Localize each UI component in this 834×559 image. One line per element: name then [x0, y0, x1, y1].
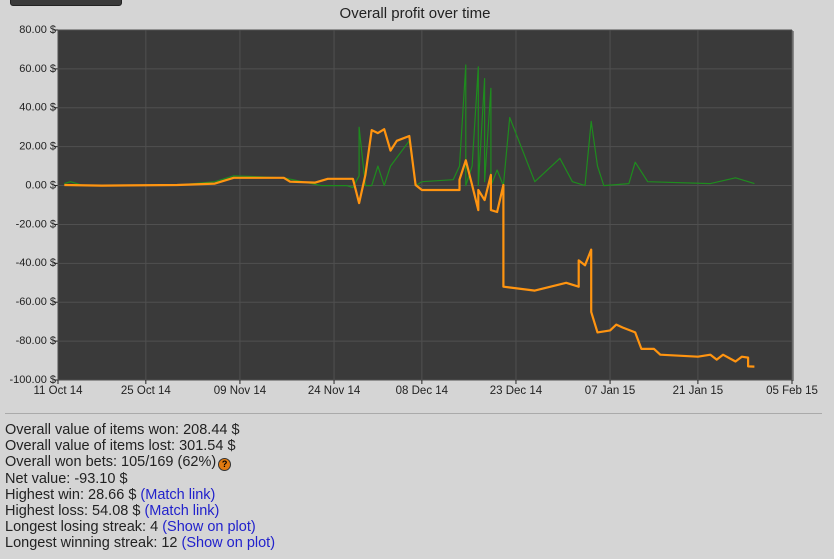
x-tick-label: 08 Dec 14 [396, 385, 449, 397]
series-line [64, 128, 755, 368]
stat-text: Net value: -93.10 $ [5, 471, 128, 487]
stat-row: Overall value of items won: 208.44 $ [5, 422, 275, 438]
stat-text: Longest losing streak: 4 [5, 519, 159, 535]
series-line [64, 64, 755, 189]
stat-text: Longest winning streak: 12 [5, 535, 178, 551]
y-tick-label: 0.00 $ [25, 179, 56, 191]
separator [5, 413, 822, 414]
stat-row: Highest loss: 54.08 $ (Match link) [5, 503, 275, 519]
x-tick-label: 23 Dec 14 [490, 385, 543, 397]
stat-row: Longest winning streak: 12 (Show on plot… [5, 535, 275, 551]
stat-text: Overall value of items won: 208.44 $ [5, 422, 240, 438]
y-tick-label: -40.00 $ [16, 257, 56, 269]
stat-text: Highest win: 28.66 $ [5, 487, 137, 503]
x-tick-label: 25 Oct 14 [121, 385, 171, 397]
x-tick-label: 21 Jan 15 [673, 385, 724, 397]
stat-link[interactable]: (Match link) [144, 503, 220, 519]
y-tick-label: 60.00 $ [19, 63, 56, 75]
x-tick-label: 09 Nov 14 [214, 385, 267, 397]
x-tick-label: 11 Oct 14 [33, 385, 83, 397]
stat-text: Overall value of items lost: 301.54 $ [5, 438, 236, 454]
stat-row: Net value: -93.10 $ [5, 471, 275, 487]
stat-text: Overall won bets: 105/169 (62%) [5, 454, 217, 470]
stat-row: Overall value of items lost: 301.54 $ [5, 438, 275, 454]
stats: Overall value of items won: 208.44 $ Over… [5, 422, 275, 551]
stat-row: Overall won bets: 105/169 (62%)? [5, 454, 275, 471]
top-button[interactable] [10, 0, 122, 6]
y-tick-label: -80.00 $ [16, 335, 56, 347]
stat-row: Longest losing streak: 4 (Show on plot) [5, 519, 275, 535]
x-tick-label: 24 Nov 14 [308, 385, 361, 397]
x-tick-label: 07 Jan 15 [585, 385, 636, 397]
y-tick-label: 80.00 $ [19, 24, 56, 36]
stat-link[interactable]: (Show on plot) [162, 519, 256, 535]
stat-link[interactable]: (Show on plot) [181, 535, 276, 551]
stat-text: Highest loss: 54.08 $ [5, 503, 141, 519]
y-tick-label: 40.00 $ [19, 102, 56, 114]
stat-row: Highest win: 28.66 $ (Match link) [5, 487, 275, 503]
y-tick-label: -100.00 $ [10, 374, 56, 386]
chart-title: Overall profit over time [340, 5, 491, 22]
plot-area [58, 30, 792, 380]
chart: Overall profit over time -100.00 $ -80.00… [10, 5, 818, 397]
stat-link[interactable]: (Match link) [140, 487, 216, 503]
y-tick-label: -60.00 $ [16, 296, 56, 308]
y-tick-label: -20.00 $ [16, 218, 56, 230]
help-icon[interactable]: ? [218, 458, 232, 471]
y-tick-label: 20.00 $ [19, 141, 56, 153]
x-tick-label: 05 Feb 15 [766, 385, 818, 397]
